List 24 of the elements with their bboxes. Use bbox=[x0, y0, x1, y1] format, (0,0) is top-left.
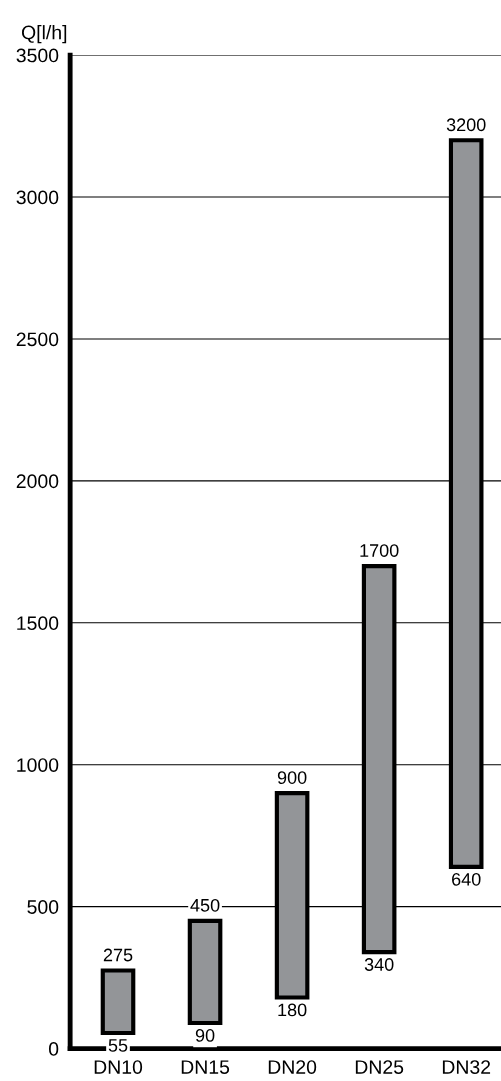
annotation: 275 bbox=[103, 948, 133, 962]
x-tick-label: DN20 bbox=[268, 1060, 317, 1074]
annotation: 90 bbox=[195, 1029, 215, 1042]
annotation: 640 bbox=[452, 872, 481, 886]
x-tick-label: DN15 bbox=[181, 1060, 230, 1074]
annotation: 3200 bbox=[446, 118, 486, 132]
annotation: 180 bbox=[278, 1003, 307, 1017]
y-tick-label: 0 bbox=[48, 1042, 59, 1056]
x-tick-label: DN10 bbox=[94, 1060, 143, 1074]
x-tick-label: DN25 bbox=[355, 1060, 404, 1074]
y-tick-label: 3000 bbox=[16, 190, 59, 205]
annotation: 55 bbox=[108, 1039, 128, 1052]
annotation: 1700 bbox=[360, 544, 399, 557]
y-tick-label: 1000 bbox=[17, 758, 59, 772]
y-axis-title: Q[l/h] bbox=[21, 25, 67, 44]
annotation: 450 bbox=[190, 898, 220, 912]
x-tick-label: DN32 bbox=[442, 1060, 491, 1074]
y-tick-label: 2000 bbox=[16, 474, 59, 489]
y-tick-label: 1500 bbox=[17, 616, 59, 631]
annotation: 340 bbox=[364, 958, 394, 971]
y-tick-label: 500 bbox=[27, 900, 59, 914]
y-tick-label: 3500 bbox=[16, 48, 59, 63]
y-tick-label: 2500 bbox=[16, 332, 59, 347]
annotation: 900 bbox=[277, 771, 307, 784]
